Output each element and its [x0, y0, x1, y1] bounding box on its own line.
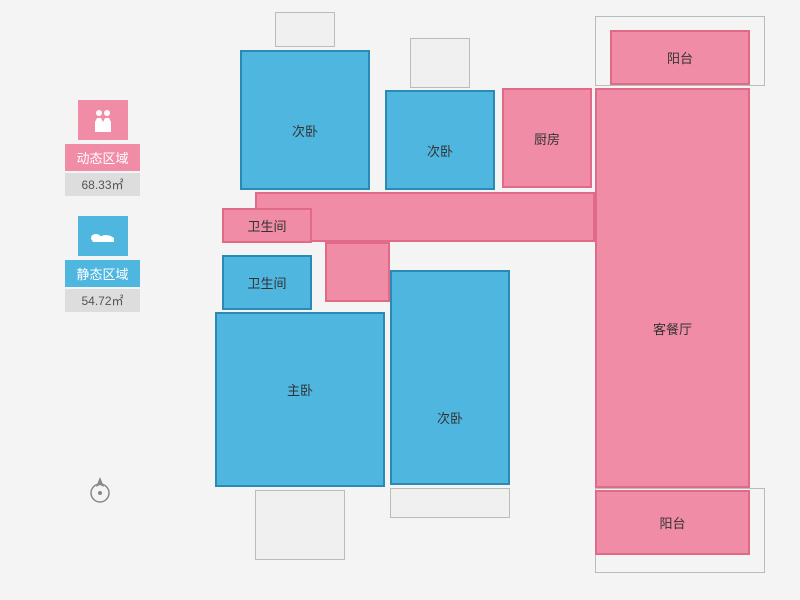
room-label: 客餐厅 — [653, 319, 692, 338]
room-bedroom-nw: 次卧 — [240, 50, 370, 190]
outline-rect — [255, 490, 345, 560]
room-label: 卫生间 — [247, 273, 286, 292]
room-kitchen: 厨房 — [502, 88, 592, 188]
legend-dynamic: 动态区域 68.33㎡ — [65, 100, 140, 196]
compass-icon — [85, 475, 115, 505]
room-bath-pink: 卫生间 — [222, 208, 312, 243]
people-icon — [78, 100, 128, 140]
room-label: 厨房 — [534, 129, 560, 148]
outline-rect — [275, 12, 335, 47]
room-balcony-bottom: 阳台 — [595, 490, 750, 555]
room-bedroom-nc: 次卧 — [385, 90, 495, 190]
room-balcony-top: 阳台 — [610, 30, 750, 85]
legend-dynamic-value: 68.33㎡ — [65, 173, 140, 196]
legend-static: 静态区域 54.72㎡ — [65, 216, 140, 312]
room-bedroom-sc: 次卧 — [390, 270, 510, 485]
room-label: 主卧 — [287, 380, 313, 399]
legend-static-value: 54.72㎡ — [65, 289, 140, 312]
room-master-bedroom: 主卧 — [215, 312, 385, 487]
room-label: 次卧 — [427, 141, 453, 160]
room-bath-blue: 卫生间 — [222, 255, 312, 310]
sleep-icon — [78, 216, 128, 256]
outline-rect — [410, 38, 470, 88]
room-label: 次卧 — [437, 408, 463, 427]
legend-dynamic-label: 动态区域 — [65, 144, 140, 171]
room-label: 卫生间 — [247, 216, 286, 235]
room-label: 阳台 — [659, 513, 685, 532]
room-label: 阳台 — [667, 48, 693, 67]
room-living-dining: 客餐厅 — [595, 88, 750, 488]
legend-static-label: 静态区域 — [65, 260, 140, 287]
floorplan: 阳台次卧次卧厨房客餐厅卫生间卫生间主卧次卧阳台 — [200, 10, 770, 590]
legend: 动态区域 68.33㎡ 静态区域 54.72㎡ — [65, 100, 140, 332]
room-corridor-vert — [325, 242, 390, 302]
outline-rect — [390, 488, 510, 518]
room-label: 次卧 — [292, 121, 318, 140]
